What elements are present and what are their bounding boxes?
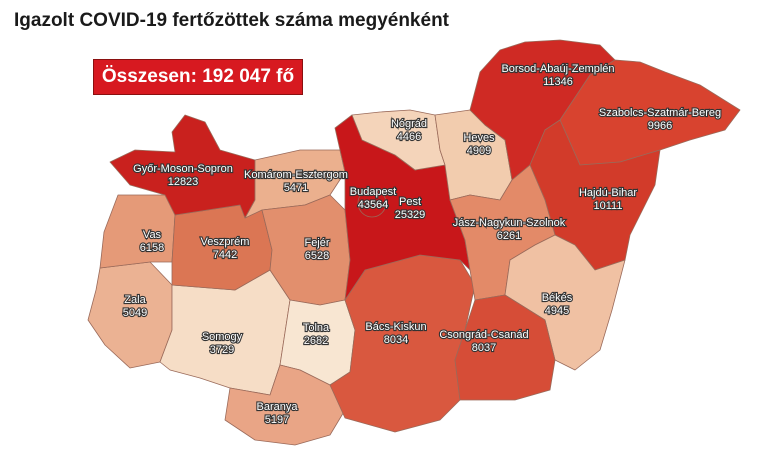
county-zala[interactable] [87,261,173,369]
label-value: 4945 [545,305,569,317]
label-value: 5049 [123,307,147,319]
label-value: 3729 [210,344,234,356]
label-name: Pest [399,196,421,208]
label-value: 5197 [265,414,289,426]
label-name: Jász-Nagykun-Szolnok [453,217,566,229]
label-name: Nógrád [391,118,427,130]
label-value: 4909 [467,145,491,157]
label-value: 6158 [140,242,164,254]
label-value: 8034 [384,334,408,346]
label-value: 8037 [472,342,496,354]
label-name: Somogy [202,331,243,343]
label-name: Hajdú-Bihar [579,187,637,199]
label-name: Zala [124,294,146,306]
label-name: Borsod-Abaúj-Zemplén [501,63,614,75]
label-name: Baranya [257,401,299,413]
label-value: 11346 [543,76,573,88]
label-value: 43564 [358,199,389,211]
map-title: Igazolt COVID-19 fertőzöttek száma megyé… [14,10,449,31]
label-name: Győr-Moson-Sopron [133,163,233,175]
label-value: 9966 [648,120,672,132]
county-labels: Győr-Moson-Sopron 12823 Vas 6158 Zala 50… [122,62,723,427]
county-vas[interactable] [99,194,176,269]
label-name: Veszprém [201,236,250,248]
label-value: 10111 [594,200,623,212]
label-name: Komárom-Esztergom [244,169,348,181]
county-csongrad[interactable] [454,294,556,401]
label-value: 7442 [213,249,237,261]
label-value: 5471 [284,182,308,194]
label-value: 2682 [304,335,328,347]
label-name: Vas [143,229,162,241]
label-name: Csongrád-Csanád [439,329,528,341]
label-name: Tolna [303,322,330,334]
total-cases-badge: Összesen: 192 047 fő [93,59,303,95]
label-value: 6261 [497,230,521,242]
label-name: Békés [542,292,573,304]
label-name: Budapest [350,186,396,198]
label-value: 4466 [397,131,421,143]
label-value: 6528 [305,250,329,262]
label-name: Bács-Kiskun [365,321,426,333]
label-name: Heves [463,132,495,144]
label-name: Fejér [304,237,329,249]
county-budapest[interactable] [357,188,387,218]
label-value: 25329 [395,209,426,221]
label-value: 12823 [168,176,199,188]
label-name: Szabolcs-Szatmár-Bereg [599,107,721,119]
